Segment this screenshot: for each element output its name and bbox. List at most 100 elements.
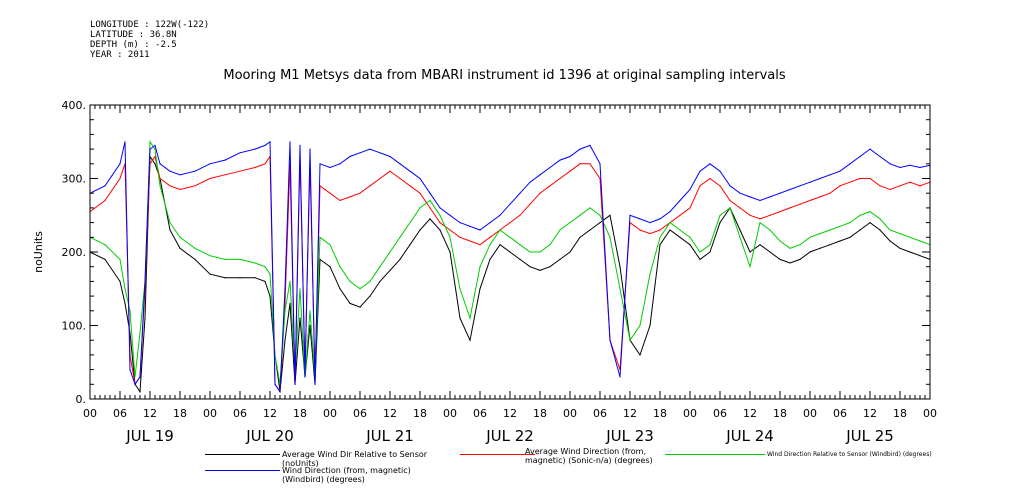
data-point: [339, 266, 341, 268]
data-point: [359, 192, 361, 194]
data-point: [789, 188, 791, 191]
data-point: [689, 244, 691, 246]
legend-label-black: Average Wind Dir Relative to Sensor (noU…: [282, 450, 428, 468]
data-point: [719, 185, 721, 187]
x-tick-label: 00: [323, 407, 337, 420]
data-point: [399, 177, 401, 180]
data-point: [429, 199, 431, 202]
x-tick-label: 00: [803, 407, 817, 420]
data-point: [154, 144, 156, 146]
data-point: [499, 214, 501, 216]
data-point: [829, 229, 831, 231]
data-point: [314, 383, 316, 385]
data-point: [349, 302, 351, 304]
data-point: [419, 207, 421, 209]
data-point: [899, 166, 901, 169]
ticks-layer: 0. 100. 200. 300. 400. 00 06 12 18 00 06 12 18 00 06 12…: [62, 99, 938, 445]
data-point: [849, 163, 851, 165]
data-point: [549, 185, 551, 187]
data-point: [919, 185, 921, 187]
data-point: [339, 199, 341, 202]
data-point: [709, 244, 711, 246]
y-tick-label: 300.: [62, 173, 87, 186]
data-point: [429, 207, 431, 209]
data-point: [509, 203, 511, 205]
data-point: [559, 159, 561, 161]
data-point: [209, 255, 211, 257]
day-label: JUL 23: [605, 427, 654, 445]
data-point: [669, 222, 671, 224]
day-label: JUL 19: [125, 427, 174, 445]
data-point: [759, 244, 761, 246]
data-point: [289, 141, 291, 143]
data-point: [609, 339, 611, 341]
data-point: [129, 310, 131, 312]
data-point: [124, 302, 126, 304]
data-point: [559, 177, 561, 180]
data-point: [194, 247, 196, 249]
data-point: [549, 266, 551, 268]
data-point: [779, 192, 781, 194]
data-point: [179, 236, 181, 238]
data-point: [469, 317, 471, 319]
data-point: [409, 244, 411, 246]
data-point: [909, 251, 911, 253]
data-point: [799, 244, 801, 246]
data-point: [809, 199, 811, 202]
data-point: [369, 280, 371, 282]
data-point: [629, 339, 631, 341]
data-point: [329, 266, 331, 268]
data-point: [689, 236, 691, 238]
data-point: [619, 288, 621, 290]
data-point: [859, 229, 861, 231]
data-point: [139, 376, 141, 378]
data-point: [339, 163, 341, 165]
data-point: [589, 163, 591, 165]
data-point: [499, 229, 501, 231]
data-point: [194, 170, 196, 172]
data-point: [284, 339, 286, 341]
data-point: [399, 163, 401, 165]
data-point: [379, 152, 381, 154]
data-point: [849, 222, 851, 224]
data-point: [799, 203, 801, 205]
data-point: [149, 141, 151, 143]
data-point: [319, 236, 321, 238]
x-tick-label: 06: [833, 407, 847, 420]
data-point: [889, 163, 891, 165]
data-point: [849, 236, 851, 238]
data-point: [104, 244, 106, 246]
data-point: [124, 288, 126, 290]
legend-swatch-green: [665, 454, 765, 455]
data-point: [194, 258, 196, 260]
data-point: [759, 218, 761, 220]
data-point: [569, 155, 571, 158]
data-point: [509, 236, 511, 238]
data-point: [439, 207, 441, 209]
data-point: [264, 144, 266, 146]
data-point: [659, 244, 661, 246]
data-point: [859, 214, 861, 216]
data-point: [279, 391, 281, 393]
data-point: [909, 181, 911, 183]
y-tick-label: 100.: [62, 320, 87, 333]
data-point: [819, 247, 821, 249]
data-point: [489, 222, 491, 224]
data-point: [669, 229, 671, 231]
x-tick-label: 06: [113, 407, 127, 420]
data-point: [239, 152, 241, 154]
day-label: JUL 24: [725, 427, 774, 445]
data-point: [649, 324, 651, 327]
x-tick-label: 12: [263, 407, 277, 420]
data-point: [389, 269, 391, 271]
x-tick-label: 00: [83, 407, 97, 420]
series-line-3: [89, 140, 931, 394]
data-point: [659, 229, 661, 231]
data-point: [254, 262, 256, 264]
data-point: [669, 211, 671, 213]
data-point: [849, 181, 851, 183]
data-point: [104, 258, 106, 260]
data-point: [289, 280, 291, 282]
data-point: [124, 141, 126, 143]
data-point: [879, 185, 881, 187]
